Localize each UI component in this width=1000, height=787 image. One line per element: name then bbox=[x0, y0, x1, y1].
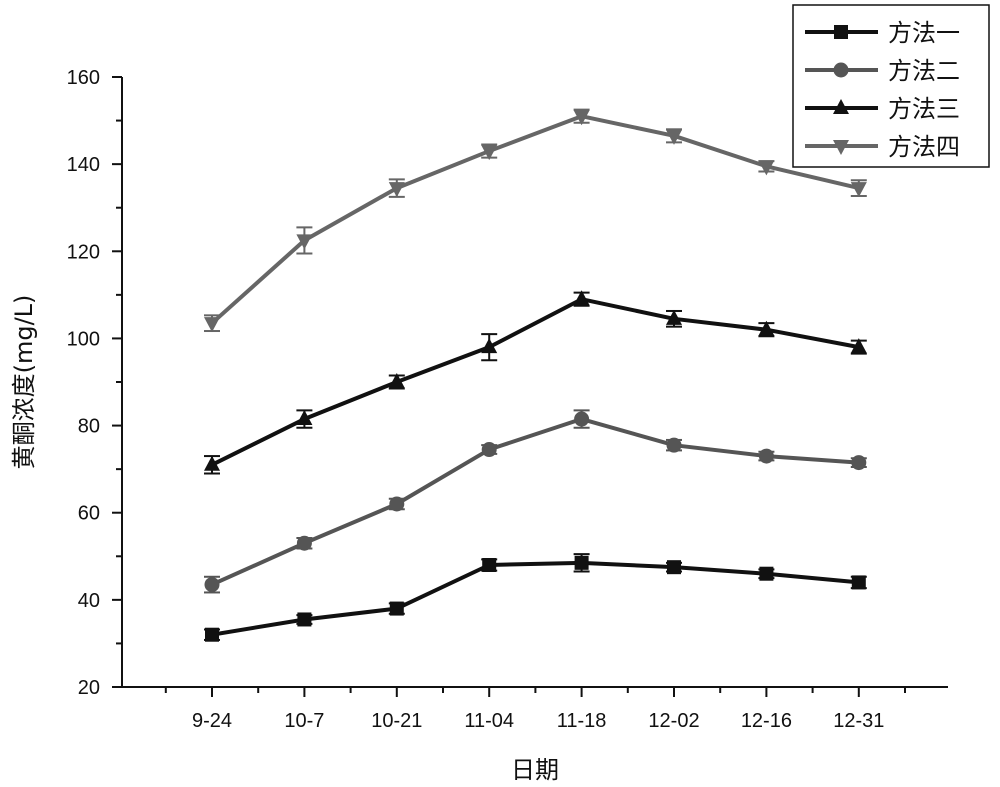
series-1-line bbox=[211, 560, 859, 637]
legend-marker-triangle-down bbox=[833, 140, 849, 155]
data-point-triangle-up bbox=[758, 320, 775, 336]
data-point-triangle-up bbox=[388, 373, 405, 388]
series-4 bbox=[204, 108, 867, 333]
series-2-line bbox=[211, 417, 859, 587]
data-point-square bbox=[205, 627, 219, 642]
x-tick-label: 12-02 bbox=[648, 710, 699, 732]
data-point-circle bbox=[758, 448, 774, 464]
data-point-square bbox=[667, 560, 681, 575]
x-tick-label: 10-21 bbox=[371, 710, 422, 732]
series-1 bbox=[204, 553, 867, 642]
data-point-triangle-up bbox=[296, 410, 313, 426]
legend-label: 方法一 bbox=[888, 19, 960, 47]
data-point-square bbox=[389, 601, 404, 616]
y-tick-label: 60 bbox=[78, 503, 100, 525]
data-point-triangle-up bbox=[666, 309, 682, 325]
data-point-triangle-down bbox=[204, 317, 220, 333]
data-point-triangle-up bbox=[204, 455, 220, 471]
data-point-triangle-down bbox=[573, 110, 590, 126]
data-point-square bbox=[297, 612, 312, 627]
y-tick-label: 140 bbox=[67, 154, 100, 176]
data-point-square bbox=[759, 566, 774, 581]
y-tick-label: 40 bbox=[78, 590, 100, 612]
series-3-line bbox=[211, 297, 860, 467]
data-point-circle bbox=[851, 455, 867, 471]
series-2 bbox=[204, 409, 867, 594]
y-tick-label: 100 bbox=[67, 328, 100, 350]
data-point-triangle-up bbox=[850, 338, 867, 354]
x-tick-label: 12-16 bbox=[741, 710, 792, 732]
data-point-square bbox=[851, 575, 866, 590]
y-ticks: 20 40 60 80 100 120 140 160 bbox=[67, 67, 122, 699]
data-point-triangle-down bbox=[296, 234, 313, 250]
data-point-triangle-up bbox=[573, 290, 590, 306]
series-4-line bbox=[210, 114, 860, 325]
y-tick-label: 160 bbox=[67, 67, 100, 89]
legend-marker-square bbox=[834, 25, 848, 39]
x-tick-label: 11-04 bbox=[464, 710, 514, 732]
data-point-triangle-up bbox=[481, 338, 498, 354]
data-point-triangle-down bbox=[481, 145, 498, 161]
x-tick-label: 10-7 bbox=[284, 710, 324, 732]
legend-label: 方法四 bbox=[888, 133, 960, 161]
y-tick-label: 120 bbox=[67, 241, 100, 263]
data-point-circle bbox=[481, 442, 497, 458]
data-point-triangle-down bbox=[666, 129, 682, 145]
data-point-triangle-down bbox=[850, 182, 867, 198]
x-tick-label: 12-31 bbox=[833, 710, 884, 732]
x-tick-label: 11-18 bbox=[557, 710, 607, 732]
y-tick-label: 20 bbox=[78, 677, 100, 699]
data-point-triangle-down bbox=[758, 160, 775, 176]
data-point-triangle-down bbox=[388, 182, 405, 198]
legend-label: 方法三 bbox=[888, 95, 960, 123]
axes: 20 40 60 80 100 120 140 160 9-24 10-7 10-21 11-04 1… bbox=[67, 67, 948, 732]
y-tick-label: 80 bbox=[78, 416, 100, 438]
data-point-circle bbox=[389, 496, 405, 512]
plot-area bbox=[204, 108, 867, 642]
legend-marker-circle bbox=[833, 62, 849, 78]
x-axis-title: 日期 bbox=[511, 756, 559, 784]
data-point-square bbox=[574, 555, 589, 570]
data-point-circle bbox=[296, 535, 312, 551]
x-ticks: 9-24 10-7 10-21 11-04 11-18 12-02 12-16 12-31 bbox=[164, 687, 906, 732]
data-point-circle bbox=[204, 577, 220, 593]
data-point-circle bbox=[666, 437, 682, 453]
series-3 bbox=[204, 290, 867, 475]
legend-label: 方法二 bbox=[888, 57, 960, 85]
y-axis-title: 黄酮浓度(mg/L) bbox=[10, 295, 38, 470]
data-point-square bbox=[482, 558, 497, 572]
data-point-circle bbox=[574, 411, 590, 427]
legend-marker-triangle-up bbox=[833, 99, 849, 114]
x-tick-label: 9-24 bbox=[192, 710, 232, 732]
